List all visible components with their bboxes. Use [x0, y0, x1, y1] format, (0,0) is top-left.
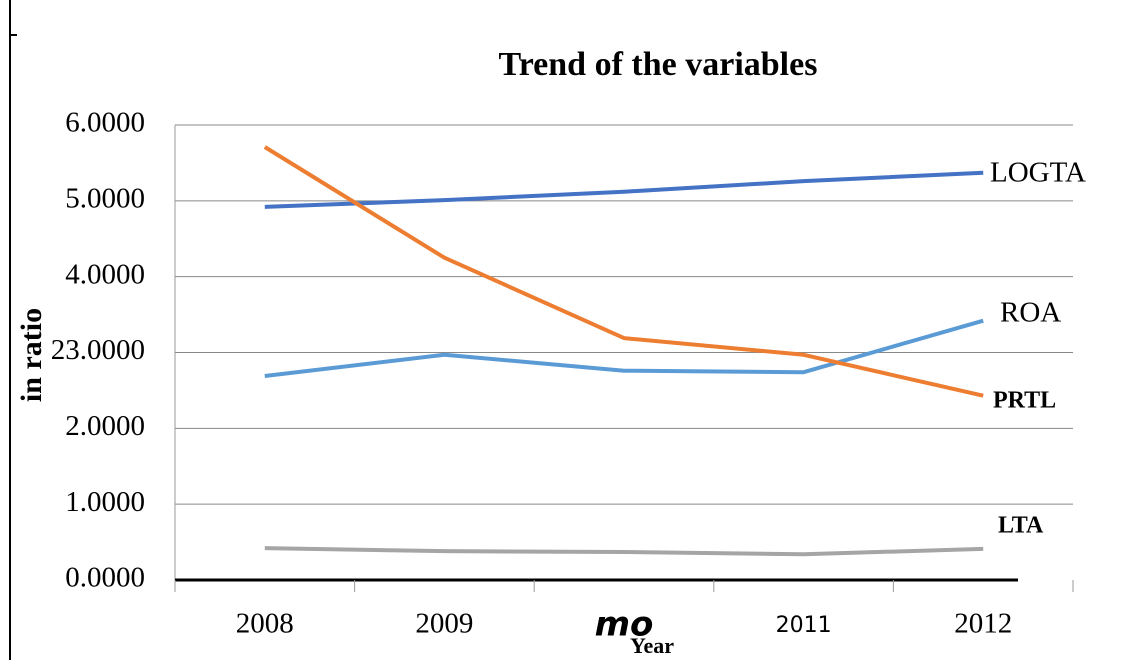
y-tick-label: 2.0000	[65, 410, 145, 442]
y-tick-label: 1.0000	[65, 486, 145, 518]
y-axis-label: in ratio	[15, 308, 48, 402]
y-tick-label: 0.0000	[65, 562, 145, 594]
x-tick-label: 2011	[776, 613, 832, 638]
series-label: PRTL	[993, 388, 1056, 414]
y-tick-label: 4.0000	[65, 258, 145, 290]
x-tick-label: 2009	[415, 608, 473, 640]
x-tick-label: 2008	[236, 608, 294, 640]
x-axis-label: Year	[630, 633, 674, 658]
y-tick-label: 6.0000	[65, 107, 145, 139]
series-line	[264, 318, 984, 378]
series-label: LOGTA	[990, 157, 1086, 189]
y-tick-label: 23.0000	[51, 334, 145, 366]
chart-title: Trend of the variables	[499, 46, 818, 83]
series-label: ROA	[1000, 297, 1061, 329]
x-tick-label: mo	[595, 605, 654, 645]
y-tick-label: 5.0000	[65, 182, 145, 214]
x-tick-label: 2012	[954, 608, 1012, 640]
series-line	[263, 145, 984, 398]
series-line	[264, 546, 984, 557]
series-line	[264, 170, 984, 209]
series-label: LTA	[998, 513, 1044, 539]
